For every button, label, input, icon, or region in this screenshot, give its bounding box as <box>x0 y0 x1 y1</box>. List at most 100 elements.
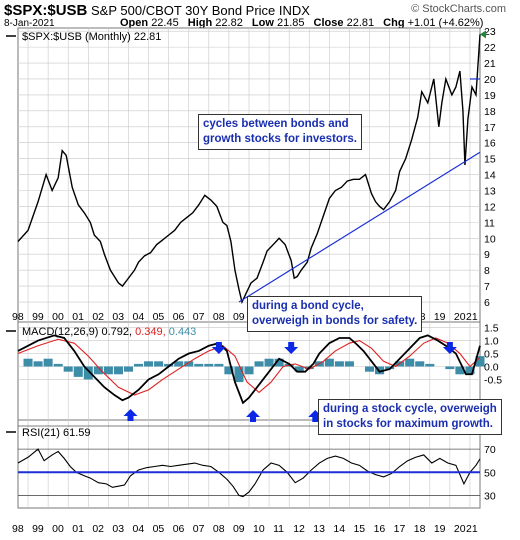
x-tick-label-top: 06 <box>173 311 185 323</box>
rsi-y-tick-label: 30 <box>484 490 496 502</box>
price-y-tick-label: 14 <box>484 170 496 182</box>
macd-histogram-bar <box>264 358 274 367</box>
x-tick-label-bottom: 02 <box>92 523 104 535</box>
price-y-tick-label: 13 <box>484 186 496 198</box>
macd-legend-label: MACD(12,26,9) 0.792, 0.349, 0.443 <box>22 326 196 338</box>
x-tick-label-top: 09 <box>233 311 245 323</box>
x-tick-label-bottom: 05 <box>153 523 165 535</box>
price-y-tick-label: 20 <box>484 74 496 86</box>
x-tick-label-bottom: 13 <box>313 523 325 535</box>
price-y-tick-label: 9 <box>484 249 490 261</box>
chart-header-title: $SPX:$USB S&P 500/CBOT 30Y Bond Price IN… <box>4 2 310 19</box>
x-tick-label-bottom: 01 <box>72 523 84 535</box>
copyright-notice: © StockCharts.com <box>411 3 506 15</box>
macd-histogram-bar <box>475 356 485 367</box>
x-tick-label-top: 00 <box>52 311 64 323</box>
x-tick-label-top: 01 <box>72 311 84 323</box>
annotation-stock-cycle-line-2: in stocks for maximum growth. <box>323 418 493 430</box>
x-tick-label-top: 21 <box>466 311 478 323</box>
symbol: $SPX:$USB <box>4 2 88 19</box>
macd-histogram-bar <box>455 366 465 375</box>
x-tick-label-bottom: 12 <box>293 523 305 535</box>
macd-histogram-bar <box>113 366 123 375</box>
x-tick-label-bottom: 16 <box>374 523 386 535</box>
annotation-cycles: cycles between bonds and growth stocks f… <box>198 114 363 150</box>
x-tick-label-top: 04 <box>133 311 145 323</box>
last-value-marker <box>480 30 486 39</box>
x-tick-label-bottom: 20 <box>454 523 466 535</box>
price-y-tick-label: 19 <box>484 90 496 102</box>
x-tick-label-bottom: 04 <box>133 523 145 535</box>
macd-y-tick-label: 0.0 <box>484 362 499 374</box>
arrow-down-icon <box>211 342 226 354</box>
price-y-tick-label: 15 <box>484 154 496 166</box>
macd-histogram-bar <box>174 361 184 367</box>
macd-histogram-bar <box>43 358 53 367</box>
rsi-y-tick-label: 50 <box>484 467 496 479</box>
x-tick-label-bottom: 00 <box>52 523 64 535</box>
macd-histogram-bar <box>415 361 425 367</box>
macd-histogram-bar <box>194 363 204 367</box>
open-label: Open <box>120 17 149 29</box>
chg-label: Chg <box>383 17 405 29</box>
price-y-tick-label: 18 <box>484 106 496 118</box>
annotation-cycles-line-1: cycles between bonds and <box>203 118 349 130</box>
close-label: Close <box>313 17 344 29</box>
rsi-legend-label: RSI(21) 61.59 <box>22 427 90 439</box>
x-tick-label-top: 05 <box>153 311 165 323</box>
arrow-down-icon <box>442 342 457 354</box>
symbol-description: S&P 500/CBOT 30Y Bond Price INDX <box>91 3 310 18</box>
macd-histogram-bar <box>465 366 475 375</box>
price-y-tick-label: 11 <box>484 217 495 229</box>
x-tick-label-bottom: 07 <box>193 523 205 535</box>
price-y-tick-label: 7 <box>484 281 490 293</box>
x-tick-label-bottom: 03 <box>112 523 124 535</box>
x-tick-label-bottom: 98 <box>12 523 24 535</box>
annotation-bond-cycle-line-1: during a bond cycle, <box>252 300 364 312</box>
macd-histogram-bar <box>73 366 83 377</box>
quote-bar: Open 22.45 High 22.82 Low 21.85 Close 22… <box>120 17 483 29</box>
x-tick-label-top: 20 <box>454 311 466 323</box>
macd-histogram-bar <box>93 366 103 375</box>
low-value: 21.85 <box>276 17 305 29</box>
macd-histogram-bar <box>134 363 144 367</box>
x-tick-label-bottom: 21 <box>466 523 478 535</box>
trendline <box>238 151 481 303</box>
x-tick-label-bottom: 15 <box>353 523 365 535</box>
macd-histogram-bar <box>33 361 43 367</box>
x-tick-label-top: 02 <box>92 311 104 323</box>
macd-y-tick-label: -0.5 <box>484 374 502 386</box>
macd-histogram-bar <box>324 358 334 367</box>
arrow-down-icon <box>284 342 299 354</box>
x-tick-label-top: 07 <box>193 311 205 323</box>
macd-legend-part: 0.792, <box>101 326 135 338</box>
macd-histogram-bar <box>294 366 304 372</box>
x-tick-label-top: 98 <box>12 311 24 323</box>
macd-histogram-bar <box>23 358 33 367</box>
x-tick-label-bottom: 18 <box>414 523 426 535</box>
close-value: 22.81 <box>346 17 375 29</box>
macd-histogram-bar <box>344 361 354 367</box>
price-y-tick-label: 6 <box>484 297 490 309</box>
price-y-tick-label: 22 <box>484 42 496 54</box>
arrow-up-icon <box>123 409 138 421</box>
macd-histogram-bar <box>204 363 214 367</box>
x-tick-label-top: 08 <box>213 311 225 323</box>
macd-histogram-bar <box>334 361 344 367</box>
x-tick-label-bottom: 06 <box>173 523 185 535</box>
macd-histogram-bar <box>425 363 435 367</box>
rsi-y-tick-label: 70 <box>484 444 496 456</box>
price-series-line <box>17 34 481 305</box>
macd-histogram-bar <box>83 366 93 380</box>
x-tick-label-bottom: 10 <box>253 523 265 535</box>
x-tick-label-bottom: 99 <box>32 523 44 535</box>
macd-histogram-bar <box>234 366 244 383</box>
macd-y-tick-label: 0.5 <box>484 349 499 361</box>
price-y-tick-label: 12 <box>484 201 496 213</box>
macd-y-tick-label: 1.0 <box>484 336 499 348</box>
macd-histogram-bar <box>405 358 415 367</box>
macd-histogram-bar <box>63 366 73 372</box>
macd-histogram-bar <box>385 366 395 370</box>
x-tick-label-top: 99 <box>32 311 44 323</box>
